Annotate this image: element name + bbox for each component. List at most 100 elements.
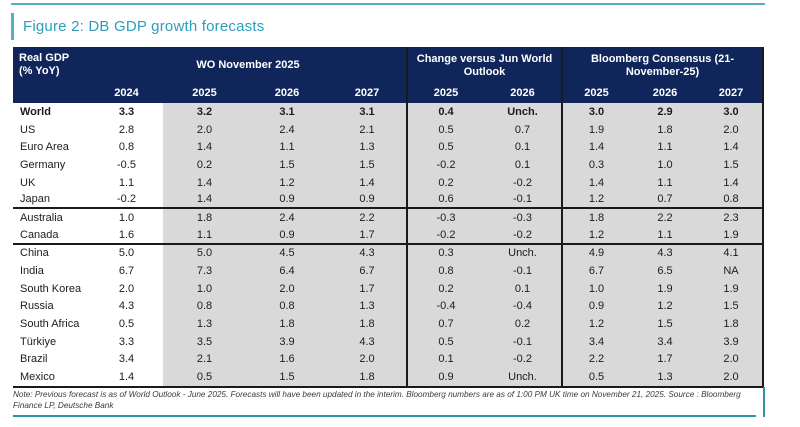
value-cell: 0.5 [561,368,630,386]
row-label: South Africa [20,318,80,331]
row-label: Türkiye [20,335,57,348]
value-cell: 1.5 [700,156,762,174]
value-cell: 2.2 [328,209,406,227]
row-label: Germany [20,158,66,171]
value-cell: 7.3 [163,262,246,280]
value-cell: 1.4 [561,138,630,157]
title-accent-bar [11,13,14,40]
value-cell: 1.5 [630,315,700,333]
year-header: 2026 [274,87,300,100]
value-cell: 0.3 [561,156,630,174]
year-header: 2027 [718,87,744,100]
value-cell: 1.2 [246,173,328,192]
row-label: Australia [20,211,63,224]
row-label: US [20,123,36,136]
value-cell: 2.0 [163,120,246,139]
value-cell: 3.0 [561,103,630,121]
value-cell: Unch. [484,103,561,121]
value-cell: 2.2 [630,209,700,227]
row-label: Canada [13,227,90,245]
row-label: Brazil [20,353,48,366]
row-label: India [20,265,44,278]
value-cell: 3.1 [328,103,406,121]
value-cell: -0.3 [484,209,561,227]
value-cell: 2.0 [328,350,406,369]
value-cell: 0.8 [246,297,328,316]
row-label: Russia [20,300,54,313]
value-cell: 4.3 [118,300,135,313]
value-cell: 3.5 [163,332,246,351]
value-cell: 0.1 [406,350,484,369]
year-header: 2026 [652,87,678,100]
value-cell: 1.0 [561,279,630,298]
value-cell: 1.4 [118,371,135,384]
year-header: 2024 [114,87,139,100]
value-cell: 1.7 [328,279,406,298]
value-cell: 3.9 [700,332,762,351]
value-cell: 6.7 [118,265,135,278]
value-cell: 1.6 [246,350,328,369]
value-cell: 6.4 [246,262,328,280]
year-header: 2027 [354,87,380,100]
value-cell: 4.3 [630,244,700,263]
value-cell: 0.5 [406,332,484,351]
value-cell: 0.8 [700,191,762,210]
value-cell: Unch. [484,368,561,386]
value-cell: 1.3 [630,368,700,386]
value-cell: 3.3 [118,105,135,118]
value-cell: 6.7 [561,262,630,280]
figure-title: Figure 2: DB GDP growth forecasts [23,18,265,35]
value-cell: 1.7 [328,226,406,245]
value-cell: 0.8 [406,262,484,280]
value-cell: 1.8 [700,315,762,333]
value-cell: -0.2 [484,350,561,369]
value-cell: 3.2 [163,103,246,121]
value-cell: 2.0 [118,282,135,295]
row-label: China [20,247,49,260]
value-cell: 0.1 [484,138,561,157]
value-cell: 2.0 [700,368,762,386]
value-cell: 0.7 [484,120,561,139]
row-label: South Korea [20,282,82,295]
value-cell: 1.1 [630,173,700,192]
value-cell: 0.4 [406,103,484,121]
value-cell: 4.9 [561,244,630,263]
value-cell: 0.8 [163,297,246,316]
value-cell: 1.5 [246,368,328,386]
value-cell: 1.5 [246,156,328,174]
value-cell: 2.4 [246,120,328,139]
group-header: WO November 2025 [196,59,300,72]
value-cell: -0.1 [484,191,561,210]
value-cell: -0.3 [406,209,484,227]
value-cell: 1.5 [328,156,406,174]
value-cell: 0.1 [484,156,561,174]
row-label: Japan [13,191,90,210]
value-cell: -0.2 [90,191,163,210]
value-cell: 1.4 [163,191,246,210]
year-header: 2025 [561,85,630,103]
value-cell: 1.4 [163,138,246,157]
value-cell: Unch. [484,244,561,263]
year-header: 2025 [406,85,484,103]
value-cell: 5.0 [163,244,246,263]
value-cell: 1.4 [700,173,762,192]
value-cell: 0.9 [328,191,406,210]
value-cell: 2.2 [561,350,630,369]
value-cell: 5.0 [118,247,135,260]
value-cell: 0.5 [118,318,135,331]
value-cell: 6.7 [328,262,406,280]
value-cell: 4.3 [328,244,406,263]
value-cell: 1.4 [163,173,246,192]
value-cell: 1.2 [561,191,630,210]
value-cell: 1.9 [630,279,700,298]
value-cell: 0.2 [163,156,246,174]
figure-bottom-border [13,415,756,417]
row-label: UK [20,176,36,189]
value-cell: 1.0 [163,279,246,298]
value-cell: 3.4 [118,353,135,366]
value-cell: 0.8 [118,141,135,154]
value-cell: -0.2 [406,156,484,174]
value-cell: 1.2 [630,297,700,316]
value-cell: -0.5 [117,158,136,171]
value-cell: 1.2 [561,226,630,245]
